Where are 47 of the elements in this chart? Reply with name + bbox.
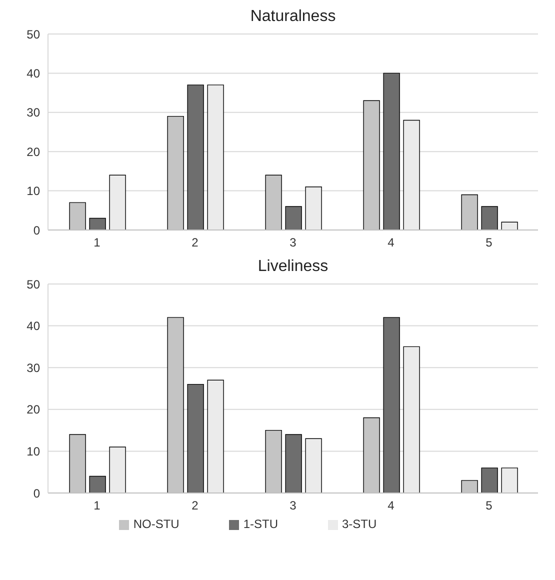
chart-title: Naturalness bbox=[249, 8, 337, 26]
x-tick-label: 5 bbox=[486, 498, 493, 513]
bar bbox=[207, 84, 224, 230]
bar bbox=[403, 346, 420, 493]
x-tick-label: 3 bbox=[290, 236, 297, 250]
bar bbox=[403, 120, 420, 230]
y-tick-label: 50 bbox=[26, 27, 40, 42]
bar bbox=[305, 438, 322, 493]
y-tick-label: 50 bbox=[26, 277, 40, 292]
bar bbox=[187, 384, 204, 493]
y-tick-label: 30 bbox=[26, 360, 40, 375]
bar bbox=[501, 468, 518, 493]
y-tick-label: 0 bbox=[33, 486, 40, 500]
bar bbox=[89, 218, 106, 230]
bar bbox=[109, 446, 126, 493]
bar bbox=[501, 222, 518, 230]
legend-label: 3-STU bbox=[342, 517, 377, 531]
bar bbox=[187, 84, 204, 230]
legend-label: 1-STU bbox=[243, 517, 278, 531]
y-tick-label: 10 bbox=[26, 444, 40, 458]
legend-label: NO-STU bbox=[133, 517, 180, 531]
y-tick-label: 30 bbox=[26, 106, 40, 120]
y-tick-label: 0 bbox=[33, 223, 40, 238]
bar bbox=[207, 380, 224, 493]
bar bbox=[285, 206, 302, 230]
bar bbox=[285, 434, 302, 493]
y-tick-label: 20 bbox=[26, 402, 40, 417]
y-tick-label: 40 bbox=[26, 66, 40, 80]
x-tick-label: 1 bbox=[94, 498, 101, 513]
bar bbox=[383, 72, 400, 230]
y-tick-label: 40 bbox=[26, 319, 40, 334]
bar bbox=[383, 317, 400, 493]
x-tick-label: 2 bbox=[192, 498, 199, 513]
x-tick-label: 1 bbox=[94, 236, 101, 250]
x-tick-label: 5 bbox=[486, 236, 493, 250]
x-tick-label: 4 bbox=[388, 498, 395, 513]
bar bbox=[305, 186, 322, 230]
x-tick-label: 3 bbox=[290, 498, 297, 513]
bar bbox=[89, 476, 106, 493]
y-tick-label: 10 bbox=[26, 184, 40, 198]
x-tick-label: 2 bbox=[192, 236, 199, 250]
x-tick-label: 4 bbox=[388, 236, 395, 250]
bar bbox=[109, 174, 126, 230]
bar bbox=[481, 206, 498, 230]
y-tick-label: 20 bbox=[26, 144, 40, 159]
chart-title: Liveliness bbox=[256, 258, 330, 276]
bar bbox=[481, 468, 498, 493]
